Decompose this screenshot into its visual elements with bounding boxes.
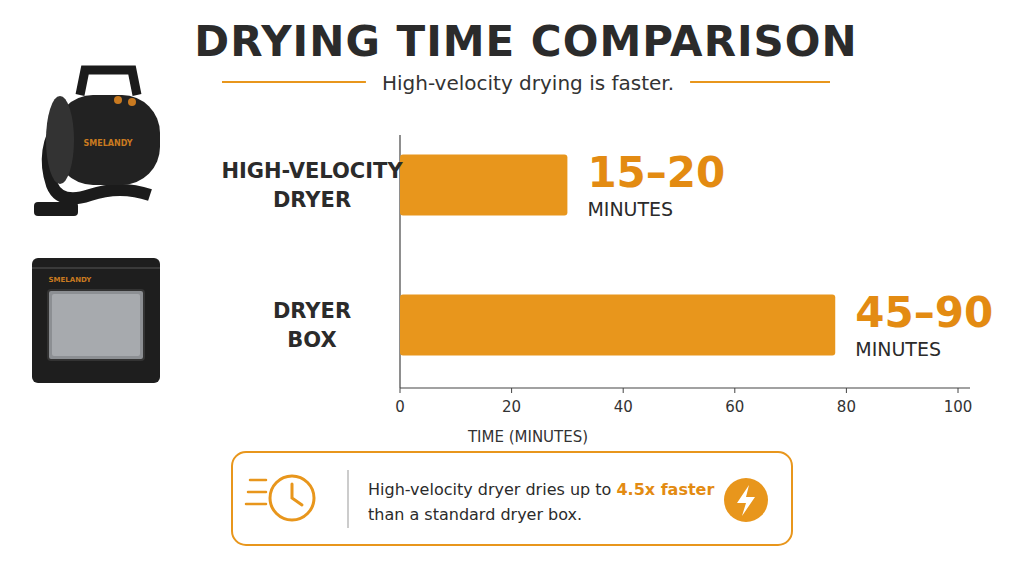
dryer-box-icon: SMELANDY xyxy=(32,258,160,383)
x-tick-label: 60 xyxy=(725,398,744,416)
x-tick xyxy=(400,388,401,393)
footnote-box xyxy=(232,452,792,545)
clock-hands xyxy=(292,484,302,505)
speed-line xyxy=(250,479,266,482)
footnote-text: High-velocity dryer dries up to xyxy=(368,480,616,499)
speed-line xyxy=(248,491,266,494)
knob xyxy=(114,96,122,104)
x-tick xyxy=(958,388,959,393)
x-tick xyxy=(846,388,847,393)
box-window xyxy=(48,290,144,360)
background xyxy=(0,0,1024,576)
x-axis-title: TIME (MINUTES) xyxy=(467,428,588,446)
bolt-icon xyxy=(724,478,768,522)
blower-icon: SMELANDY xyxy=(34,70,160,216)
bar-annotation: 45–90 xyxy=(855,288,993,337)
x-tick-label: 100 xyxy=(944,398,973,416)
bar-annotation-unit: MINUTES xyxy=(855,338,941,360)
box-body xyxy=(32,258,160,383)
handle xyxy=(80,70,137,95)
category-label-line: BOX xyxy=(287,328,336,352)
category-label-line: HIGH-VELOCITY xyxy=(221,159,403,183)
x-tick xyxy=(511,388,512,393)
clock-icon xyxy=(270,476,314,520)
x-tick-label: 20 xyxy=(502,398,521,416)
speed-line xyxy=(246,503,266,506)
bolt xyxy=(737,485,755,516)
category-label-line: DRYER xyxy=(273,299,351,323)
footnote-highlight: 4.5x faster xyxy=(616,480,714,499)
box-seam xyxy=(32,267,160,269)
footnote: High-velocity dryer dries up to 4.5x fas… xyxy=(232,452,792,545)
brand-label: SMELANDY xyxy=(83,139,132,148)
title: DRYING TIME COMPARISON xyxy=(194,17,857,66)
knob xyxy=(128,98,136,106)
subtitle-rule xyxy=(690,81,830,83)
x-tick-label: 40 xyxy=(614,398,633,416)
x-tick xyxy=(734,388,735,393)
category-label: HIGH-VELOCITY DRYER xyxy=(221,159,403,212)
x-axis xyxy=(400,387,970,388)
category-label-line: DRYER xyxy=(273,188,351,212)
category-label: DRYER BOX xyxy=(273,299,351,352)
footnote-line: High-velocity dryer dries up to 4.5x fas… xyxy=(368,480,714,499)
blower-end xyxy=(46,96,74,184)
bar-annotation-unit: MINUTES xyxy=(587,198,673,220)
bar xyxy=(400,155,567,216)
bar xyxy=(400,295,835,356)
bar-annotation: 15–20 xyxy=(587,148,725,197)
box-window-shine xyxy=(52,294,140,356)
x-tick-label: 0 xyxy=(395,398,405,416)
footnote-text: than a standard dryer box. xyxy=(368,505,582,524)
divider xyxy=(347,470,349,528)
subtitle: High-velocity drying is faster. xyxy=(382,71,674,95)
brand-label: SMELANDY xyxy=(49,276,93,284)
subtitle-rule xyxy=(222,81,366,83)
x-tick xyxy=(623,388,624,393)
x-tick-label: 80 xyxy=(837,398,856,416)
nozzle xyxy=(34,202,78,216)
chart: DRYING TIME COMPARISON High-velocity dryi… xyxy=(0,0,1024,576)
